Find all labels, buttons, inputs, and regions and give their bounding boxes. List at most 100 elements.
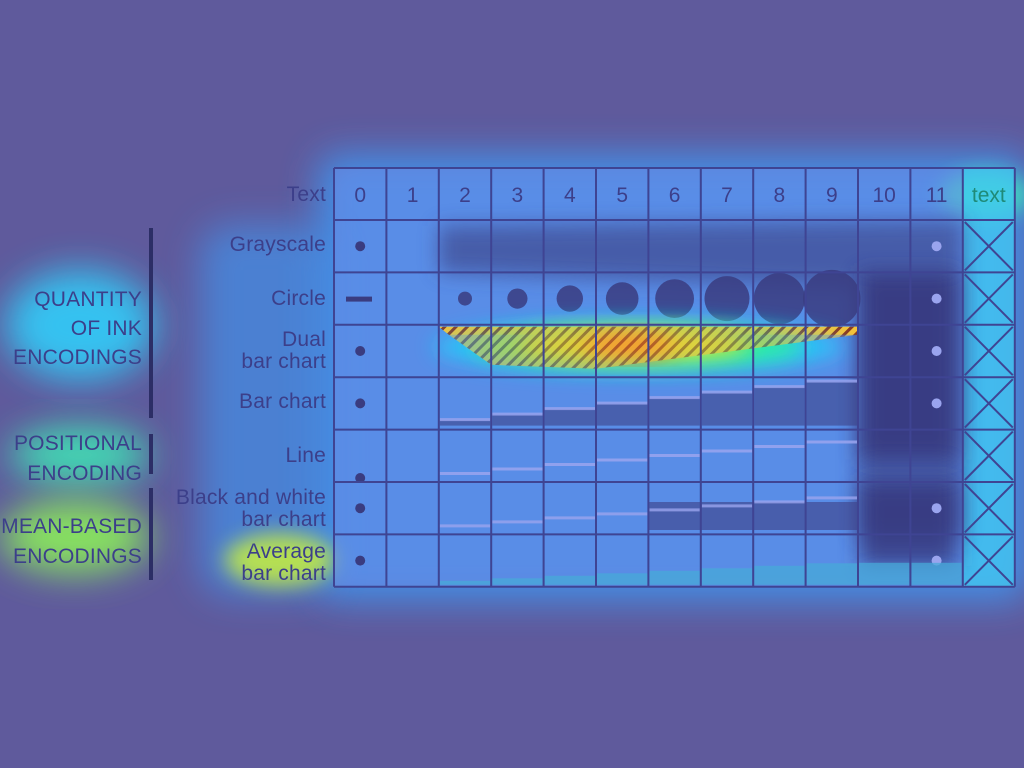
header-cell — [911, 169, 962, 219]
bar-top-line — [544, 407, 595, 411]
header-cell — [387, 169, 438, 219]
line-mark — [544, 463, 595, 466]
text-cell-x-mark — [964, 378, 1014, 429]
avg-bar-mark — [544, 575, 595, 585]
bw-bar-top-line — [701, 504, 753, 508]
group-label-mean-based: MEAN-BASED ENCODINGS — [1, 515, 142, 568]
header-cell — [859, 169, 910, 219]
bw-bar-top-line — [492, 520, 543, 524]
text-cell-x-mark — [964, 483, 1014, 534]
bar-top-line — [754, 385, 805, 389]
bar-mark — [701, 392, 753, 426]
header-cell — [597, 169, 648, 219]
circle-mark — [605, 282, 639, 315]
grid-cell — [387, 535, 438, 586]
grid-cell — [387, 221, 438, 272]
grid-cell — [387, 378, 438, 429]
line-mark — [439, 472, 491, 475]
circle-mark — [507, 288, 528, 309]
group-bracket-quantity-of-ink — [149, 228, 153, 418]
row-label-glow — [200, 225, 330, 595]
group-label-positional: POSITIONAL ENCODING — [13, 432, 142, 485]
row-label-line: Line — [285, 444, 326, 467]
grid-cell — [597, 483, 648, 534]
column-header-2: 2 — [459, 184, 471, 207]
circle-mark — [556, 285, 583, 312]
bar-top-line — [492, 412, 543, 416]
eleven-dot-mark — [931, 346, 942, 356]
text-cell-x-mark — [964, 273, 1014, 324]
avg-bar-mark — [806, 563, 857, 585]
grid-cell — [335, 430, 386, 481]
row-header-label: Text — [286, 183, 326, 206]
bar-top-line — [439, 418, 491, 422]
header-cell — [544, 169, 595, 219]
column-header-11: 11 — [925, 184, 948, 207]
bar-mark — [544, 409, 595, 426]
grid-cell — [492, 535, 543, 586]
bar-top-line — [649, 396, 700, 400]
eleven-dot-mark — [931, 293, 942, 304]
column-header-10: 10 — [872, 184, 896, 207]
text-cell-x-mark — [964, 221, 1014, 272]
avg-bar-mark — [701, 568, 753, 585]
high-value-dark-zone — [860, 272, 957, 460]
zero-dot-mark — [355, 241, 366, 252]
column-header-4: 4 — [563, 184, 576, 207]
line-mark — [492, 467, 543, 471]
group-label-quantity-of-ink: QUANTITY OF INK ENCODINGS — [13, 288, 142, 369]
avg-bar-mark — [492, 578, 543, 585]
row-label-average-bar-chart: Average bar chart — [241, 540, 326, 585]
bar-top-line — [806, 379, 857, 383]
avg-bar-mark — [439, 580, 491, 585]
eleven-dot-mark — [931, 398, 942, 409]
grid-cell — [544, 483, 595, 534]
circle-mark — [803, 269, 861, 328]
column-header-0: 0 — [354, 184, 367, 207]
bw-bar-top-line — [597, 512, 648, 516]
bw-bar-top-line — [806, 496, 857, 500]
header-cell — [439, 169, 491, 219]
bw-bar-top-line — [649, 508, 700, 512]
text-cell-x-mark — [964, 430, 1014, 481]
avg-bar-mark — [859, 562, 910, 585]
grid-cell — [492, 483, 543, 534]
line-mark — [649, 454, 700, 457]
column-header-7: 7 — [721, 184, 733, 207]
circle-mark — [753, 273, 806, 325]
header-cell — [649, 169, 700, 219]
eleven-dot-mark — [931, 241, 942, 252]
grid-cell — [439, 535, 491, 586]
bw-bar-top-line — [439, 524, 491, 528]
bar-top-line — [597, 401, 648, 405]
zero-dot-mark — [355, 398, 366, 409]
circle-mark — [655, 279, 694, 318]
group-bracket-mean-based — [149, 488, 153, 580]
avg-bar-mark — [754, 565, 805, 585]
bar-mark — [492, 414, 543, 426]
line-mark — [701, 449, 753, 453]
header-cell — [335, 169, 386, 219]
zero-dot-mark — [355, 555, 366, 566]
bar-mark — [597, 403, 648, 426]
circle-mark — [458, 291, 472, 306]
line-mark — [754, 445, 805, 448]
text-cell-x-mark — [964, 535, 1014, 586]
zero-dash-mark — [346, 296, 372, 302]
group-glow-quantity — [5, 270, 155, 380]
bw-bar-top-line — [754, 500, 805, 504]
column-header-8: 8 — [773, 184, 786, 207]
column-header-text: text — [971, 184, 1006, 207]
grid-cell — [387, 325, 438, 377]
row-label-black-and-white-bar-chart: Black and white bar chart — [175, 486, 326, 531]
grid-cell — [387, 273, 438, 324]
grid-cell — [492, 430, 543, 481]
line-start-dot — [355, 473, 366, 483]
group-glow-positional — [10, 427, 150, 483]
bar-mark — [439, 420, 491, 426]
grid-lines — [333, 167, 1016, 588]
row-label-bar-chart: Bar chart — [239, 390, 326, 413]
zero-dot-mark — [355, 346, 366, 356]
column-header-1: 1 — [406, 184, 419, 207]
group-glow-mean — [0, 501, 150, 573]
